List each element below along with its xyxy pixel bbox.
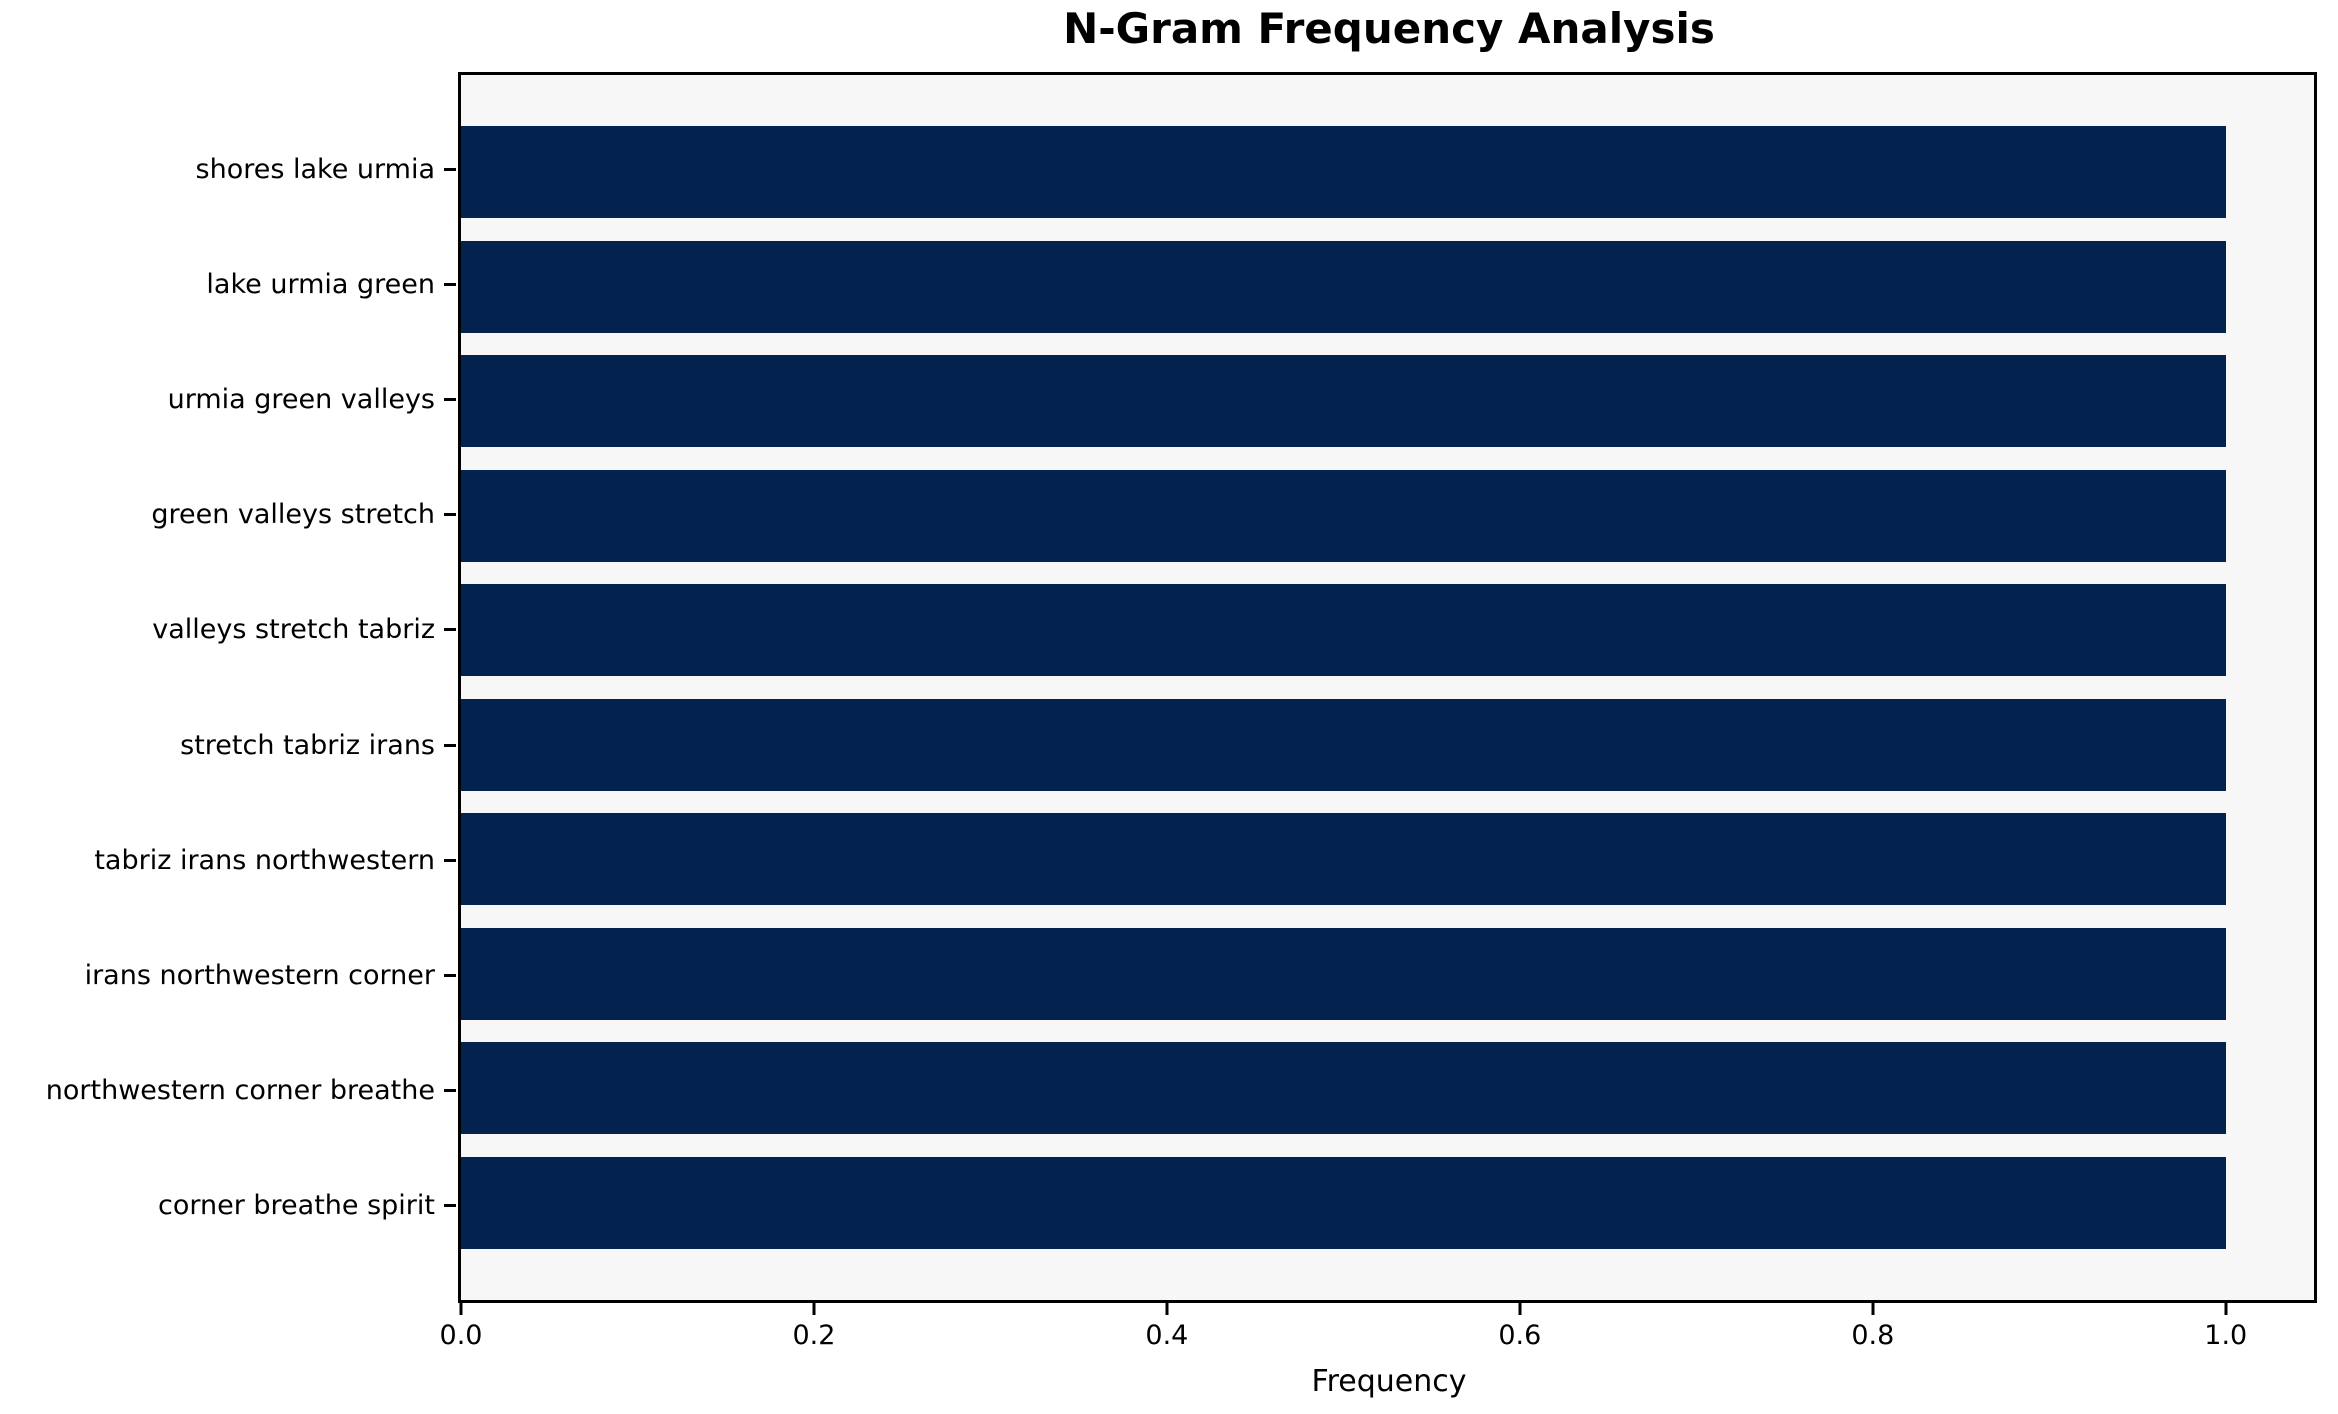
bar bbox=[461, 240, 2226, 333]
x-tick-mark bbox=[2224, 1303, 2228, 1315]
y-label-row: lake urmia green bbox=[0, 227, 456, 342]
y-tick-label: corner breathe spirit bbox=[158, 1189, 435, 1221]
y-tick-mark bbox=[444, 628, 456, 632]
bar-row bbox=[461, 459, 2314, 574]
y-tick-label: tabriz irans northwestern bbox=[94, 844, 435, 876]
bar bbox=[461, 469, 2226, 562]
y-label-row: urmia green valleys bbox=[0, 342, 456, 457]
y-tick-label: valleys stretch tabriz bbox=[152, 614, 435, 646]
y-tick-mark bbox=[444, 283, 456, 287]
x-tick-label: 0.4 bbox=[1145, 1320, 1189, 1351]
y-label-row: northwestern corner breathe bbox=[0, 1033, 456, 1148]
bar bbox=[461, 698, 2226, 791]
bar bbox=[461, 126, 2226, 219]
bar bbox=[461, 584, 2226, 677]
x-axis-title: Frequency bbox=[1311, 1364, 1467, 1399]
bars-container bbox=[461, 75, 2314, 1300]
bar-row bbox=[461, 1146, 2314, 1261]
plot-area bbox=[458, 72, 2317, 1303]
bar-row bbox=[461, 344, 2314, 459]
y-label-row: green valleys stretch bbox=[0, 457, 456, 572]
bar bbox=[461, 1156, 2226, 1249]
y-tick-label: shores lake urmia bbox=[195, 154, 435, 186]
y-tick-label: lake urmia green bbox=[206, 269, 435, 301]
bar bbox=[461, 927, 2226, 1020]
bar-row bbox=[461, 230, 2314, 345]
y-label-row: tabriz irans northwestern bbox=[0, 803, 456, 918]
y-tick-mark bbox=[444, 398, 456, 402]
bar-row bbox=[461, 573, 2314, 688]
x-tick-mark bbox=[1165, 1303, 1169, 1315]
y-label-row: shores lake urmia bbox=[0, 112, 456, 227]
bar-row bbox=[461, 802, 2314, 917]
y-tick-mark bbox=[444, 1203, 456, 1207]
y-tick-label: irans northwestern corner bbox=[84, 959, 435, 991]
bar bbox=[461, 355, 2226, 448]
x-tick-label: 0.0 bbox=[439, 1320, 483, 1351]
y-label-row: corner breathe spirit bbox=[0, 1148, 456, 1263]
x-tick-label: 0.6 bbox=[1498, 1320, 1542, 1351]
x-tick-label: 1.0 bbox=[2204, 1320, 2248, 1351]
x-tick-mark bbox=[1518, 1303, 1522, 1315]
y-tick-mark bbox=[444, 973, 456, 977]
y-tick-mark bbox=[444, 858, 456, 862]
y-tick-mark bbox=[444, 1088, 456, 1092]
bar-row bbox=[461, 1031, 2314, 1146]
y-label-row: stretch tabriz irans bbox=[0, 687, 456, 802]
bar-row bbox=[461, 917, 2314, 1032]
bar-row bbox=[461, 115, 2314, 230]
y-tick-mark bbox=[444, 743, 456, 747]
x-tick-label: 0.8 bbox=[1851, 1320, 1895, 1351]
y-tick-label: urmia green valleys bbox=[167, 384, 435, 416]
y-axis-labels: shores lake urmia lake urmia green urmia g… bbox=[0, 72, 456, 1303]
y-tick-mark bbox=[444, 513, 456, 517]
y-tick-label: northwestern corner breathe bbox=[45, 1074, 435, 1106]
bar bbox=[461, 813, 2226, 906]
y-tick-mark bbox=[444, 168, 456, 172]
y-label-row: irans northwestern corner bbox=[0, 918, 456, 1033]
y-tick-label: green valleys stretch bbox=[151, 499, 435, 531]
chart-title: N-Gram Frequency Analysis bbox=[1063, 4, 1715, 53]
x-tick-mark bbox=[1871, 1303, 1875, 1315]
y-label-row: valleys stretch tabriz bbox=[0, 572, 456, 687]
y-tick-label: stretch tabriz irans bbox=[180, 729, 435, 761]
bar-row bbox=[461, 688, 2314, 803]
x-tick-mark bbox=[812, 1303, 816, 1315]
bar bbox=[461, 1042, 2226, 1135]
x-tick-mark bbox=[459, 1303, 463, 1315]
x-tick-label: 0.2 bbox=[792, 1320, 836, 1351]
